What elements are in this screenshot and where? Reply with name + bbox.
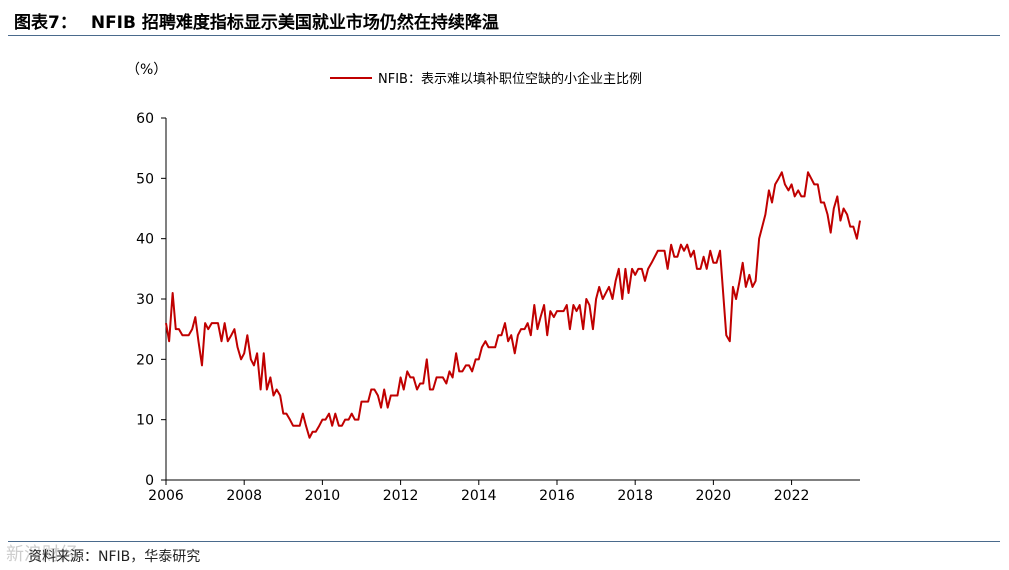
bottom-rule: [8, 541, 1000, 542]
chart-axes: 0 10 20 30 40 50 60 2006 2008 2010 2012 2014 2016 201…: [126, 62, 860, 504]
x-tick-label: 2016: [539, 488, 575, 504]
x-tick-label: 2020: [696, 488, 732, 504]
x-tick-label: 2012: [383, 488, 419, 504]
x-tick-label: 2006: [148, 488, 184, 504]
series-line: [165, 171, 861, 439]
source-note: 资料来源：NFIB，华泰研究: [28, 549, 201, 565]
y-tick-label: 10: [136, 413, 154, 429]
y-tick-label: 60: [136, 111, 154, 127]
y-tick-label: 0: [145, 473, 154, 489]
x-tick-label: 2014: [461, 488, 497, 504]
top-rule: [8, 35, 1000, 36]
x-tick-label: 2018: [617, 488, 653, 504]
chart-legend: NFIB：表示难以填补职位空缺的小企业主比例: [330, 71, 642, 87]
figure-number: 图表7：: [14, 13, 77, 33]
figure-title-text: NFIB 招聘难度指标显示美国就业市场仍然在持续降温: [90, 13, 499, 33]
y-tick-label: 40: [136, 232, 154, 248]
y-axis-unit-label: （%）: [126, 62, 167, 78]
x-tick-label: 2010: [305, 488, 341, 504]
y-tick-label: 50: [136, 171, 154, 187]
figure-title: 图表7： NFIB 招聘难度指标显示美国就业市场仍然在持续降温: [14, 8, 499, 33]
y-tick-label: 30: [136, 292, 154, 308]
watermark: 新浪财经: [6, 544, 78, 565]
y-tick-label: 20: [136, 352, 154, 368]
chart-series: [165, 171, 861, 439]
x-tick-label: 2008: [226, 488, 262, 504]
x-tick-label: 2022: [774, 488, 810, 504]
legend-label: NFIB：表示难以填补职位空缺的小企业主比例: [378, 71, 642, 87]
